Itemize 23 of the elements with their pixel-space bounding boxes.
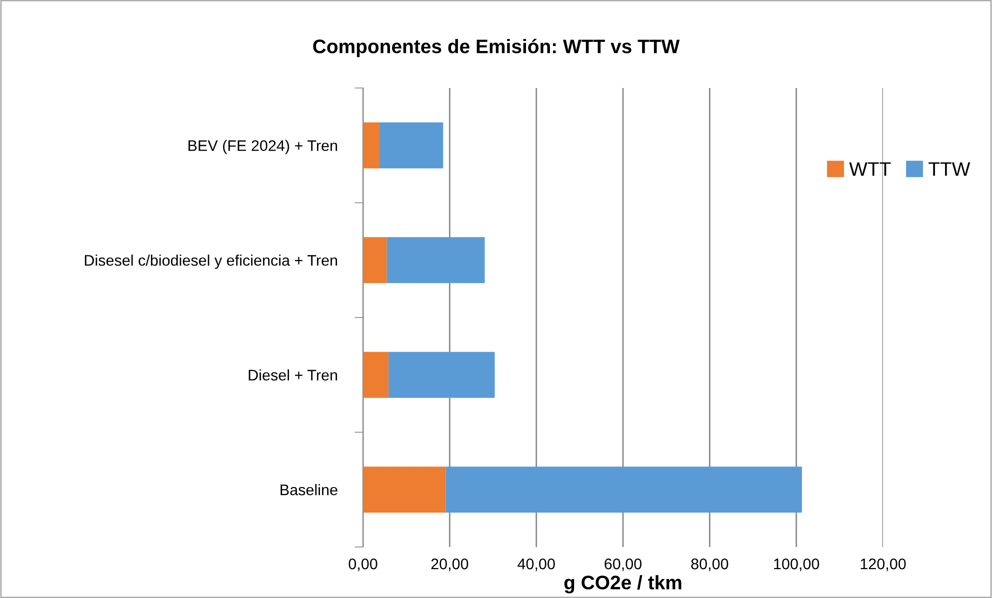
bar xyxy=(363,237,387,284)
chart-title: Componentes de Emisión: WTT vs TTW xyxy=(313,38,680,58)
x-tick-label: 80,00 xyxy=(691,558,728,572)
x-axis-title: g CO2e / tkm xyxy=(564,575,682,594)
x-tick-label: 120,00 xyxy=(860,558,906,572)
x-tick-label: 60,00 xyxy=(604,558,642,572)
legend-label: WTT xyxy=(849,162,891,176)
x-tick-label: 100,00 xyxy=(774,558,820,572)
legend-label: TTW xyxy=(928,162,970,176)
x-tick-label: 20,00 xyxy=(431,558,468,572)
bar xyxy=(446,466,802,513)
x-tick-label: 0,00 xyxy=(348,558,378,572)
y-tick-label: Diesel + Tren xyxy=(248,369,338,381)
bar xyxy=(386,237,485,284)
bar xyxy=(379,122,444,168)
y-tick-label: Disesel c/biodiesel y eficiencia + Tren xyxy=(84,254,338,269)
x-tick-label: 40,00 xyxy=(518,558,555,572)
bar xyxy=(363,352,389,398)
bar xyxy=(388,352,495,398)
bar xyxy=(363,122,380,168)
y-tick-label: BEV (FE 2024) + Tren xyxy=(188,140,338,154)
bar xyxy=(363,466,446,513)
y-tick-label: Baseline xyxy=(280,484,338,496)
